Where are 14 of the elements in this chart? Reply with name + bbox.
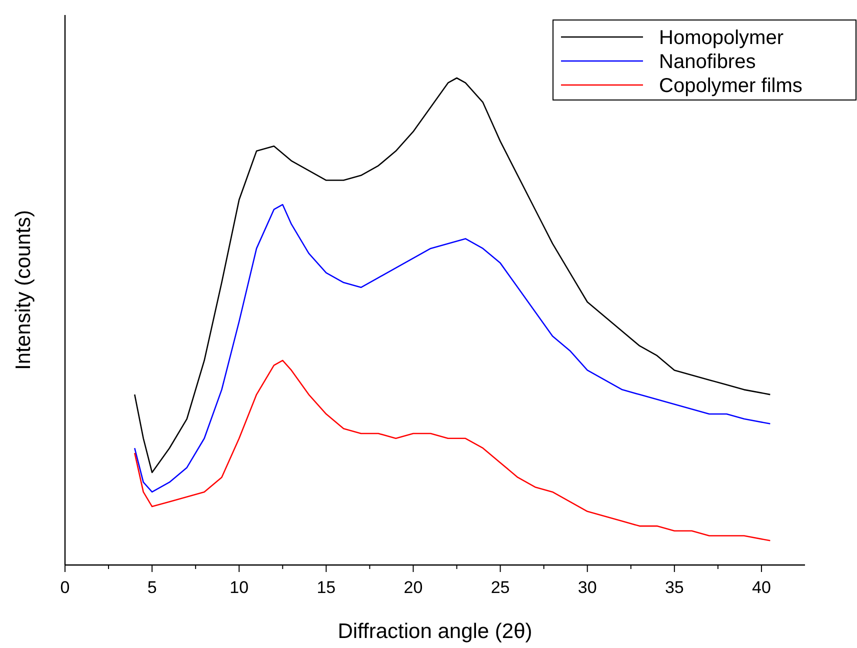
x-tick-label: 25 <box>490 578 510 597</box>
x-tick-label: 0 <box>60 578 70 597</box>
legend-label: Homopolymer <box>659 27 784 49</box>
x-tick-label: 40 <box>752 578 771 597</box>
legend-label: Nanofibres <box>659 51 756 73</box>
x-tick-label: 30 <box>578 578 597 597</box>
x-axis-title: Diffraction angle (2θ) <box>338 620 532 643</box>
x-tick-label: 20 <box>404 578 423 597</box>
x-tick-label: 5 <box>147 578 157 597</box>
legend-label: Copolymer films <box>659 75 802 97</box>
x-tick-label: 15 <box>316 578 336 597</box>
y-axis-title: Intensity (counts) <box>12 210 35 370</box>
x-tick-label: 10 <box>230 578 249 597</box>
x-tick-label: 35 <box>664 578 684 597</box>
